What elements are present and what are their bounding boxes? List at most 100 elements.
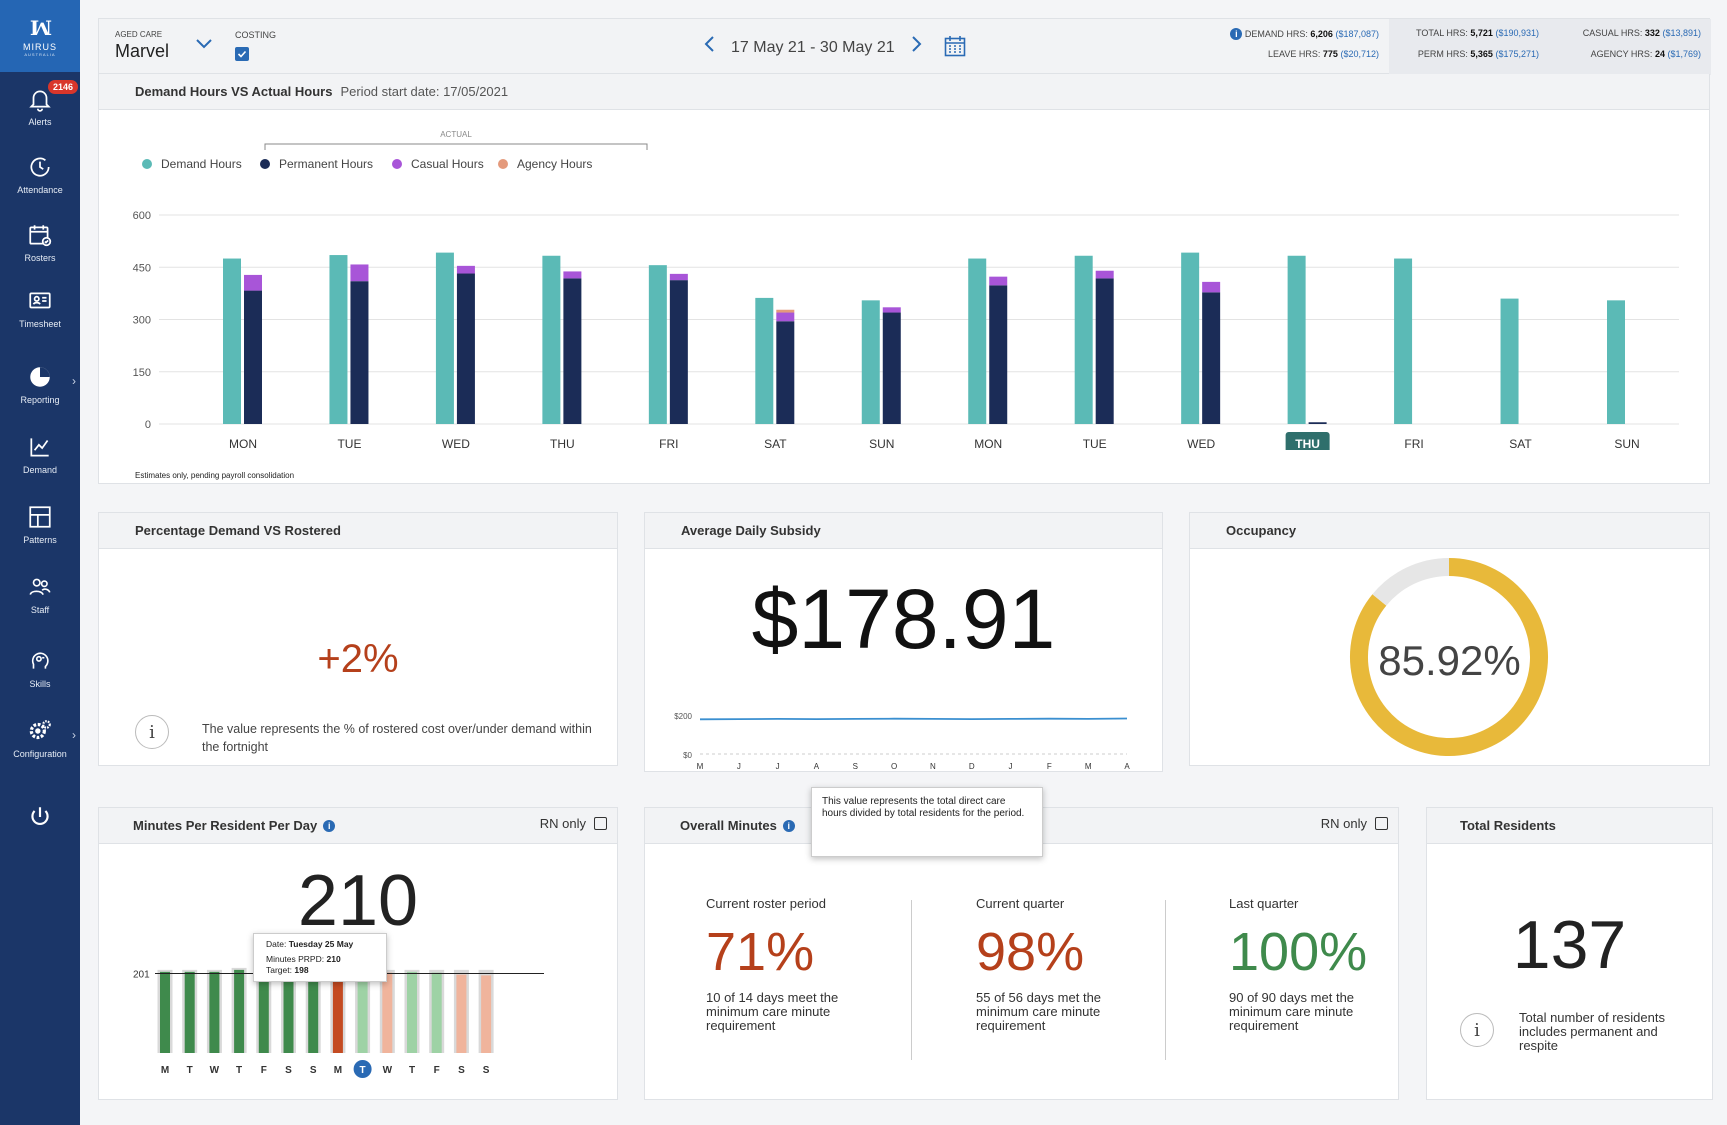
occupancy-donut-chart	[1350, 558, 1548, 756]
metric-description: 90 of 90 days met the minimum care minut…	[1229, 990, 1355, 1033]
costing-label: COSTING	[235, 30, 277, 40]
minutes-bar	[357, 971, 368, 1053]
panel-header: Total Residents	[1427, 808, 1712, 844]
facility-label: AGED CARE	[115, 30, 163, 39]
permanent-hours-bar	[244, 290, 262, 424]
demand-bar	[223, 258, 241, 424]
sidebar-item-alerts[interactable]: 2146 Alerts	[0, 72, 80, 140]
chevron-down-icon[interactable]	[195, 37, 213, 51]
period-start: Period start date: 17/05/2021	[340, 84, 509, 99]
next-period-button[interactable]	[909, 35, 923, 59]
metric-current-roster: Current roster period 71% 10 of 14 days …	[706, 896, 906, 1033]
agency-hrs-cost: ($1,769)	[1667, 49, 1701, 59]
sidebar-item-rosters[interactable]: Rosters	[0, 208, 80, 276]
x-tick-label: WED	[1187, 437, 1215, 450]
info-icon[interactable]: i	[135, 715, 169, 749]
tooltip-minutes-value: 210	[326, 954, 341, 964]
sidebar-item-demand[interactable]: Demand	[0, 420, 80, 488]
checkmark-icon	[237, 50, 247, 58]
chart-footnote: Estimates only, pending payroll consolid…	[135, 471, 295, 480]
sidebar: ꟽ MIRUS AUSTRALIA 2146 Alerts Attendance…	[0, 0, 80, 1125]
costing-checkbox[interactable]	[235, 47, 249, 61]
minutes-tooltip: Date: Tuesday 25 May Minutes PRPD: 210 T…	[253, 933, 387, 982]
info-icon[interactable]: i	[1230, 28, 1243, 40]
metric-label: Current quarter	[976, 896, 1065, 911]
agency-hours-bar	[776, 309, 795, 313]
info-icon[interactable]: i	[323, 819, 336, 832]
legend-marker	[260, 159, 270, 169]
sidebar-item-attendance[interactable]: Attendance	[0, 140, 80, 208]
rn-only-checkbox[interactable]	[1375, 817, 1388, 830]
panel-header: Percentage Demand VS Rostered	[99, 513, 617, 549]
calendar-icon[interactable]	[944, 35, 966, 57]
occupancy-panel: Occupancy 85.92%	[1189, 512, 1710, 766]
perm-hrs-label: PERM HRS:	[1417, 49, 1468, 59]
permanent-hours-bar	[1202, 292, 1221, 424]
y-tick-label: 300	[133, 315, 151, 327]
casual-hours-bar	[989, 276, 1008, 286]
sidebar-item-label: Skills	[29, 678, 51, 689]
sidebar-item-skills[interactable]: Skills	[0, 634, 80, 702]
previous-period-button[interactable]	[703, 35, 717, 59]
staff-group-icon	[29, 578, 51, 595]
rn-only-toggle[interactable]: RN only	[540, 816, 607, 831]
sidebar-item-label: Configuration	[13, 748, 67, 759]
line-chart-icon	[30, 437, 49, 457]
x-tick-label: O	[891, 762, 897, 771]
casual-hours-bar	[1202, 281, 1221, 293]
rn-only-toggle[interactable]: RN only	[1321, 816, 1388, 831]
agency-hrs-value: 24	[1654, 49, 1665, 59]
x-tick-label: S	[458, 1065, 465, 1076]
minutes-bar	[308, 969, 319, 1053]
leave-hrs-value: 775	[1322, 49, 1338, 59]
metric-description: 10 of 14 days meet the minimum care minu…	[706, 990, 839, 1033]
minutes-bar	[407, 971, 417, 1053]
perm-hrs-cost: ($175,271)	[1495, 49, 1539, 59]
x-tick-label: M	[334, 1065, 342, 1076]
y-tick-label: 150	[133, 367, 151, 379]
x-tick-label: J	[1009, 762, 1013, 771]
mirus-logo[interactable]: ꟽ MIRUS AUSTRALIA	[0, 0, 80, 72]
info-icon[interactable]: i	[1460, 1013, 1494, 1047]
calendar-check-icon	[29, 224, 52, 246]
x-tick-label: W	[210, 1065, 220, 1076]
demand-hrs-label: DEMAND HRS:	[1244, 29, 1308, 39]
occupancy-value: 85.92%	[1378, 637, 1521, 684]
x-tick-label: D	[969, 762, 975, 771]
tooltip-date-value: Tuesday 25 May	[288, 939, 354, 949]
permanent-hours-bar	[1095, 278, 1114, 424]
sidebar-item-label: Timesheet	[19, 318, 61, 329]
permanent-hours-bar	[882, 312, 901, 424]
permanent-hours-bar	[456, 273, 475, 424]
average-subsidy-panel: Average Daily Subsidy $178.91 $200 $0 M J J A…	[644, 512, 1163, 772]
actual-bracket	[264, 143, 648, 150]
subsidy-value: $178.91	[751, 572, 1056, 666]
sidebar-item-configuration[interactable]: Configuration ›	[0, 704, 80, 772]
panel-title: Minutes Per Resident Per Day	[133, 818, 318, 833]
x-tick-label: SAT	[764, 437, 787, 450]
x-tick-label: F	[261, 1065, 267, 1076]
facility-select[interactable]: Marvel	[115, 41, 170, 61]
leave-hrs-label: LEAVE HRS:	[1268, 49, 1321, 59]
legend-marker	[498, 159, 508, 169]
info-icon[interactable]: i	[782, 819, 795, 832]
sidebar-item-staff[interactable]: Staff	[0, 560, 80, 628]
demand-hrs-value: 6,206	[1310, 29, 1333, 39]
casual-hours-bar	[882, 307, 901, 313]
sidebar-item-reporting[interactable]: Reporting ›	[0, 350, 80, 418]
target-line-label: 201	[133, 969, 150, 980]
sidebar-item-label: Attendance	[17, 184, 63, 195]
demand-bar	[435, 252, 454, 424]
sidebar-item-label: Patterns	[23, 534, 57, 545]
sidebar-item-timesheet[interactable]: Timesheet	[0, 274, 80, 342]
sidebar-item-patterns[interactable]: Patterns	[0, 490, 80, 558]
rn-only-checkbox[interactable]	[594, 817, 607, 830]
logout-button[interactable]	[0, 792, 80, 842]
subsidy-line	[699, 717, 1128, 721]
tooltip-minutes-label: Minutes PRPD:	[266, 954, 325, 964]
actual-label: ACTUAL	[440, 130, 472, 139]
divider	[911, 900, 912, 1060]
x-tick-label: T	[409, 1065, 415, 1076]
x-tick-label: TUE	[337, 437, 361, 450]
panel-header: Average Daily Subsidy	[645, 513, 1162, 549]
